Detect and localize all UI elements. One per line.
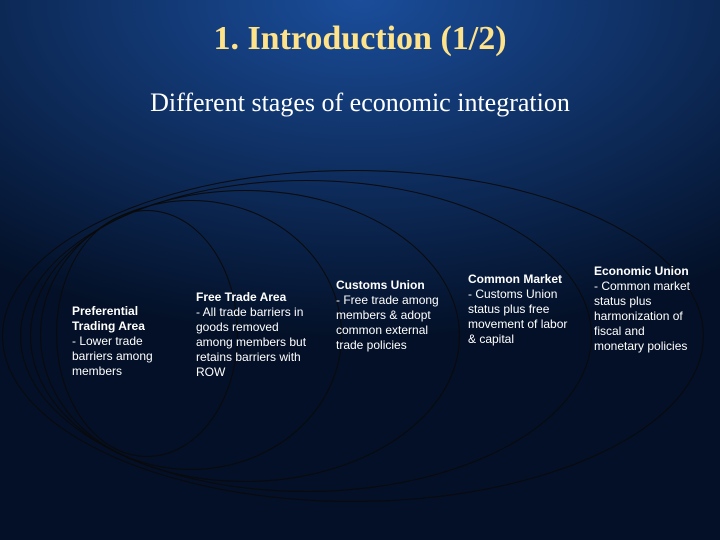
stage-body: - Lower trade barriers among members bbox=[72, 334, 153, 378]
slide-subtitle: Different stages of economic integration bbox=[0, 88, 720, 118]
stage-customs-union: Customs Union - Free trade among members… bbox=[336, 278, 440, 353]
stage-heading: Customs Union bbox=[336, 278, 440, 293]
stage-body: - Common market status plus harmonizatio… bbox=[594, 279, 690, 353]
stage-body: - Customs Union status plus free movemen… bbox=[468, 287, 567, 346]
stage-heading: Preferential Trading Area bbox=[72, 304, 172, 334]
stage-heading: Common Market bbox=[468, 272, 576, 287]
stage-heading: Economic Union bbox=[594, 264, 698, 279]
stage-free-trade-area: Free Trade Area - All trade barriers in … bbox=[196, 290, 314, 380]
stage-body: - All trade barriers in goods removed am… bbox=[196, 305, 306, 379]
stage-economic-union: Economic Union - Common market status pl… bbox=[594, 264, 698, 354]
stage-body: - Free trade among members & adopt commo… bbox=[336, 293, 439, 352]
stage-heading: Free Trade Area bbox=[196, 290, 314, 305]
stage-preferential-trading-area: Preferential Trading Area - Lower trade … bbox=[72, 304, 172, 379]
stage-common-market: Common Market - Customs Union status plu… bbox=[468, 272, 576, 347]
slide-root: 1. Introduction (1/2) Different stages o… bbox=[0, 0, 720, 540]
slide-title: 1. Introduction (1/2) bbox=[0, 20, 720, 58]
